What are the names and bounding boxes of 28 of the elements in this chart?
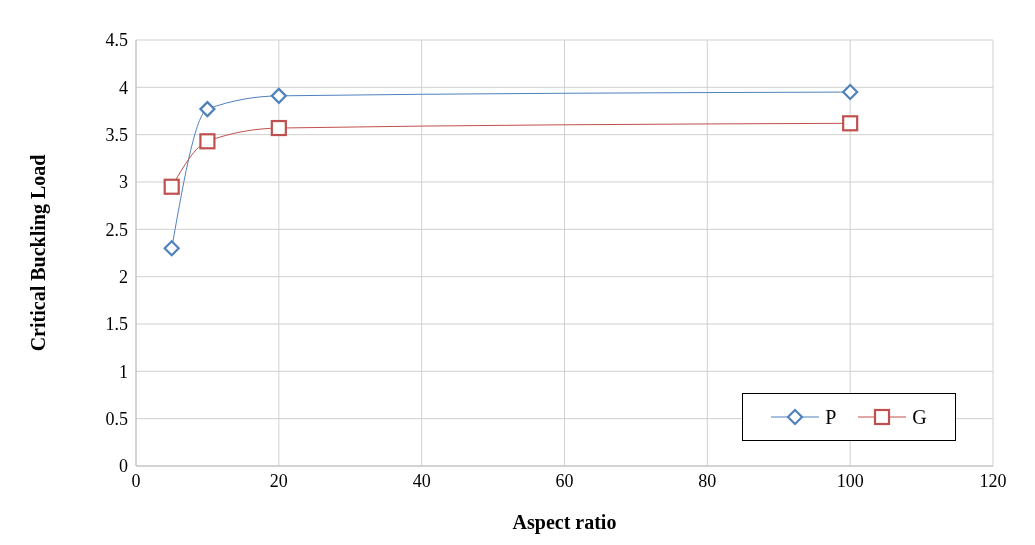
x-tick-label: 20 xyxy=(269,470,288,491)
x-tick-label: 40 xyxy=(412,470,431,491)
y-tick-label: 2.5 xyxy=(105,219,128,240)
y-tick-label: 3.5 xyxy=(105,125,128,146)
x-tick-label: 60 xyxy=(555,470,574,491)
y-tick-label: 1.5 xyxy=(105,314,128,335)
point xyxy=(199,101,216,118)
point xyxy=(270,119,287,137)
point xyxy=(270,87,287,104)
x-axis-title: Aspect ratio xyxy=(512,511,617,534)
y-tick-label: 3 xyxy=(119,172,128,193)
point xyxy=(163,240,180,257)
y-tick-label: 0 xyxy=(119,456,128,477)
y-tick-label: 2 xyxy=(119,267,128,288)
y-tick-label: 0.5 xyxy=(105,409,128,430)
point xyxy=(842,115,859,132)
y-tick-label: 4 xyxy=(119,77,128,98)
y-tick-label: 4.5 xyxy=(105,30,128,51)
y-axis-title: Critical Buckling Load xyxy=(27,154,51,352)
point xyxy=(842,83,859,101)
point xyxy=(199,133,216,150)
point xyxy=(163,178,180,195)
y-tick-label: 1 xyxy=(119,361,128,382)
legend-label: P xyxy=(825,405,837,429)
x-tick-label: 100 xyxy=(836,470,864,491)
legend-label: G xyxy=(912,405,927,429)
x-tick-label: 120 xyxy=(979,470,1007,491)
x-tick-label: 80 xyxy=(698,470,717,491)
